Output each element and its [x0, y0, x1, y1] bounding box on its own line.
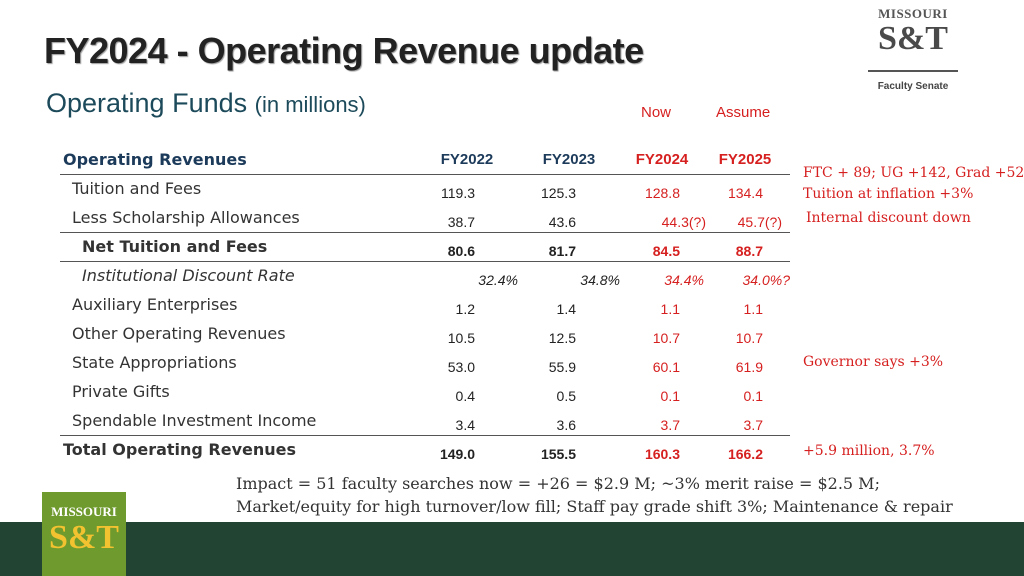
- col-fy2025: FY2025: [718, 151, 772, 168]
- assume-tag: Assume: [716, 104, 771, 121]
- slide-title: FY2024 - Operating Revenue update: [44, 30, 644, 71]
- table-row: State Appropriations 53.0 55.9 60.1 61.9: [60, 349, 790, 378]
- row-label: Auxiliary Enterprises: [72, 295, 238, 314]
- cell: 10.5: [447, 330, 475, 346]
- cell: 80.6: [447, 243, 475, 259]
- cell: 1.2: [455, 301, 475, 317]
- cell: 34.4%: [664, 272, 704, 288]
- cell: 0.1: [743, 388, 763, 404]
- logo-top-caption: Faculty Senate: [877, 81, 949, 92]
- cell: 10.7: [735, 330, 763, 346]
- subtitle-unit: (in millions): [254, 92, 366, 117]
- cell: 44.3(?): [661, 214, 706, 230]
- row-label: Less Scholarship Allowances: [72, 208, 300, 227]
- cell: 53.0: [447, 359, 475, 375]
- cell: 3.6: [556, 417, 576, 433]
- table-row: Other Operating Revenues 10.5 12.5 10.7 …: [60, 320, 790, 349]
- cell: 3.7: [660, 417, 680, 433]
- cell: 10.7: [652, 330, 680, 346]
- row-label: Private Gifts: [72, 382, 170, 401]
- cell: 125.3: [540, 185, 576, 201]
- cell: 0.1: [660, 388, 680, 404]
- cell: 81.7: [548, 243, 576, 259]
- now-tag: Now: [641, 104, 672, 121]
- cell: 166.2: [727, 446, 763, 462]
- missouri-st-logo: MISSOURI S&T: [42, 492, 126, 576]
- cell: 1.4: [556, 301, 576, 317]
- cell: 34.8%: [580, 272, 620, 288]
- cell: 3.7: [743, 417, 763, 433]
- cell: 88.7: [735, 243, 763, 259]
- logo-top-rule: [868, 70, 958, 72]
- cell: 160.3: [644, 446, 680, 462]
- cell: 149.0: [439, 446, 475, 462]
- cell: 1.1: [743, 301, 763, 317]
- logo-top-line1: MISSOURI: [878, 6, 948, 21]
- row-label: Total Operating Revenues: [63, 440, 297, 459]
- table-header-row: Operating Revenues FY2022 FY2023 FY2024 …: [60, 146, 790, 175]
- table-row: Net Tuition and Fees 80.6 81.7 84.5 88.7: [60, 233, 790, 262]
- impact-text: Impact = 51 faculty searches now = +26 =…: [236, 472, 996, 518]
- row-label: Tuition and Fees: [72, 179, 202, 198]
- logo-bottom-line1: MISSOURI: [51, 504, 117, 519]
- table-row: Tuition and Fees 119.3 125.3 128.8 134.4: [60, 175, 790, 204]
- subtitle-main: Operating Funds: [46, 88, 248, 118]
- cell: 12.5: [548, 330, 576, 346]
- cell: 84.5: [652, 243, 680, 259]
- note-tuition-enrollment: FTC + 89; UG +142, Grad +52: [803, 165, 1024, 181]
- note-state-appropriations: Governor says +3%: [803, 354, 944, 370]
- cell: 1.1: [660, 301, 680, 317]
- table-row: Institutional Discount Rate 32.4% 34.8% …: [60, 262, 790, 291]
- cell: 43.6: [548, 214, 576, 230]
- impact-line-1: Impact = 51 faculty searches now = +26 =…: [236, 474, 880, 493]
- faculty-senate-logo: MISSOURI S&T Faculty Senate: [868, 4, 958, 94]
- col-fy2023: FY2023: [542, 151, 596, 168]
- row-label: Spendable Investment Income: [72, 411, 317, 430]
- cell: 155.5: [540, 446, 576, 462]
- cell: 128.8: [644, 185, 680, 201]
- cell: 60.1: [652, 359, 680, 375]
- row-label: Other Operating Revenues: [72, 324, 286, 343]
- cell: 134.4: [727, 185, 763, 201]
- cell: 38.7: [447, 214, 475, 230]
- row-label: Net Tuition and Fees: [82, 237, 268, 256]
- cell: 55.9: [548, 359, 576, 375]
- logo-top-line2: S&T: [878, 20, 948, 57]
- col-fy2022: FY2022: [440, 151, 494, 168]
- cell: 119.3: [441, 185, 475, 201]
- cell: 34.0%?: [742, 272, 790, 288]
- slide-subtitle: Operating Funds (in millions): [46, 88, 366, 119]
- table-row: Spendable Investment Income 3.4 3.6 3.7 …: [60, 407, 790, 436]
- note-total: +5.9 million, 3.7%: [803, 443, 935, 459]
- impact-line-2: Market/equity for high turnover/low fill…: [236, 497, 953, 516]
- revenue-table: Operating Revenues FY2022 FY2023 FY2024 …: [60, 146, 790, 465]
- logo-bottom-line2: S&T: [49, 519, 119, 556]
- col-fy2024: FY2024: [635, 151, 689, 168]
- note-discount: Internal discount down: [806, 210, 971, 226]
- row-label: Institutional Discount Rate: [82, 266, 295, 285]
- table-row: Auxiliary Enterprises 1.2 1.4 1.1 1.1: [60, 291, 790, 320]
- header-label: Operating Revenues: [63, 150, 247, 169]
- footer-band: [0, 522, 1024, 576]
- cell: 32.4%: [478, 272, 518, 288]
- cell: 61.9: [735, 359, 763, 375]
- cell: 0.5: [556, 388, 576, 404]
- cell: 45.7(?): [737, 214, 782, 230]
- table-row-total: Total Operating Revenues 149.0 155.5 160…: [60, 436, 790, 465]
- note-tuition-inflation: Tuition at inflation +3%: [803, 186, 974, 202]
- table-row: Private Gifts 0.4 0.5 0.1 0.1: [60, 378, 790, 407]
- row-label: State Appropriations: [72, 353, 237, 372]
- cell: 0.4: [455, 388, 475, 404]
- cell: 3.4: [455, 417, 475, 433]
- table-row: Less Scholarship Allowances 38.7 43.6 44…: [60, 204, 790, 233]
